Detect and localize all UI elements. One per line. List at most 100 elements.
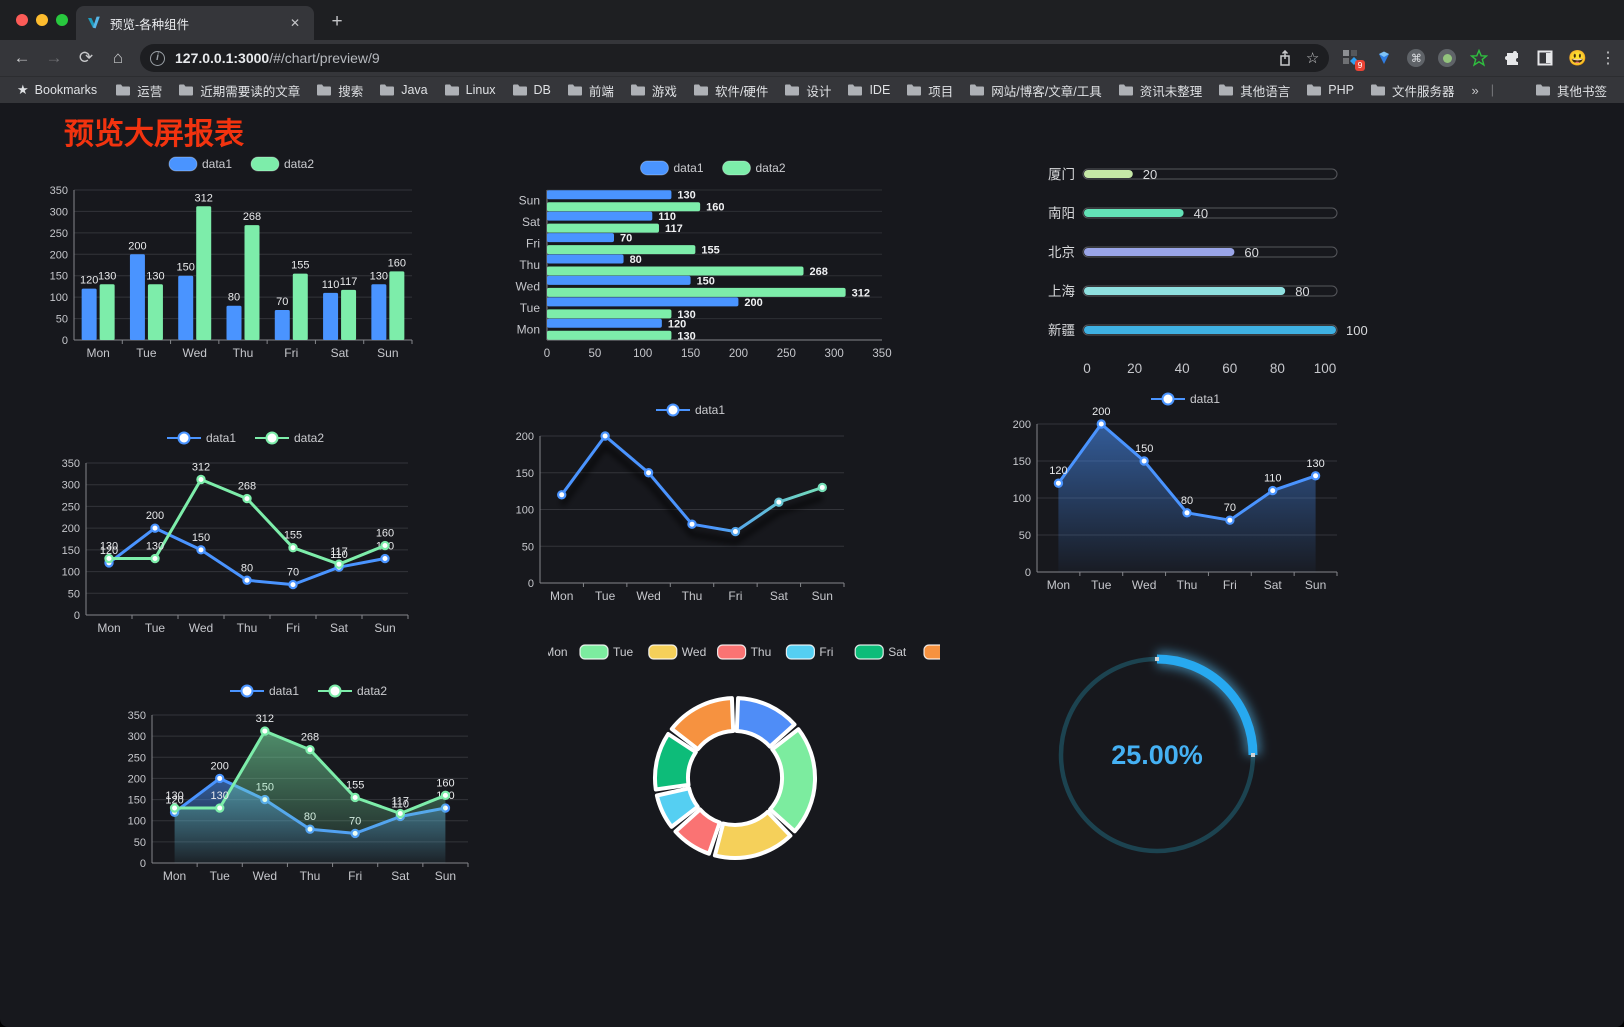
bookmark-folder[interactable]: Java: [372, 81, 434, 99]
bookmark-folder[interactable]: DB: [505, 81, 558, 99]
grouped-bar-chart[interactable]: data1 data2 0 50 100 150 200 250 300 350 Mon Tue Wed…: [40, 148, 425, 363]
url-host: 127.0.0.1:3000: [175, 50, 270, 66]
svg-text:Sun: Sun: [1305, 578, 1326, 592]
command-extension-icon[interactable]: ⌘: [1407, 49, 1426, 67]
bookmark-folder[interactable]: 前端: [560, 79, 621, 102]
share-icon[interactable]: [1278, 49, 1292, 67]
svg-text:100: 100: [633, 348, 652, 360]
tab-close-icon[interactable]: ✕: [289, 16, 300, 30]
folder-icon: [907, 84, 922, 96]
svg-text:160: 160: [376, 528, 394, 540]
svg-text:data1: data1: [202, 157, 232, 171]
bookmark-star-icon[interactable]: ☆: [1305, 50, 1320, 67]
svg-text:Fri: Fri: [819, 645, 833, 659]
bookmark-folder-label: Java: [401, 83, 428, 97]
bookmark-folder[interactable]: 资讯未整理: [1111, 79, 1210, 102]
folder-icon: [970, 84, 985, 96]
svg-text:150: 150: [50, 271, 68, 283]
svg-text:20: 20: [1143, 167, 1157, 182]
svg-text:Thu: Thu: [237, 621, 258, 635]
bookmark-folder[interactable]: 项目: [899, 79, 960, 102]
tampermonkey-extension-icon[interactable]: 9: [1341, 48, 1366, 71]
bookmark-folder[interactable]: Linux: [437, 81, 503, 99]
svg-text:0: 0: [1025, 567, 1031, 579]
svg-text:Wed: Wed: [516, 279, 540, 293]
svg-text:0: 0: [140, 858, 146, 870]
svg-text:130: 130: [1306, 458, 1324, 470]
gradient-line-chart[interactable]: data1 0 50 100 150 200 Mon Tue Wed Thu Fri Sat Sun: [492, 400, 870, 612]
svg-text:150: 150: [516, 468, 534, 480]
emoji-extension-icon[interactable]: 😃: [1568, 50, 1587, 67]
svg-text:Sat: Sat: [330, 621, 349, 635]
svg-text:268: 268: [243, 211, 261, 223]
bookmark-folder[interactable]: 文件服务器: [1363, 79, 1462, 102]
browser-menu-icon[interactable]: ⋮: [1600, 50, 1616, 67]
bookmark-folder[interactable]: IDE: [840, 81, 897, 99]
svg-text:data1: data1: [206, 431, 236, 445]
extensions-puzzle-icon[interactable]: [1502, 48, 1522, 68]
bookmark-folder[interactable]: 游戏: [623, 79, 684, 102]
svg-text:Sat: Sat: [1264, 578, 1283, 592]
bookmark-folder[interactable]: 其他语言: [1211, 79, 1297, 102]
url-text[interactable]: 127.0.0.1:3000/#/chart/preview/9: [175, 50, 380, 66]
svg-text:25.00%: 25.00%: [1111, 740, 1203, 770]
dual-line-chart[interactable]: data1 data2 0 50 100 150 200 250 300 350 Mon Tue Wed…: [40, 425, 422, 640]
svg-text:100: 100: [50, 292, 68, 304]
forward-icon[interactable]: →: [45, 48, 63, 67]
svg-text:70: 70: [287, 567, 299, 579]
svg-text:Mon: Mon: [1047, 578, 1070, 592]
evernote-star-extension-icon[interactable]: [1469, 48, 1489, 68]
folder-icon: [1118, 84, 1133, 96]
bookmark-folder-label: 资讯未整理: [1139, 84, 1203, 99]
svg-text:110: 110: [392, 798, 410, 810]
folder-icon: [317, 84, 332, 96]
bookmark-folder[interactable]: 搜索: [309, 79, 370, 102]
other-bookmarks-folder[interactable]: 其他书签: [1528, 79, 1614, 102]
gem-extension-icon[interactable]: [1374, 48, 1394, 68]
address-bar[interactable]: i 127.0.0.1:3000/#/chart/preview/9 ☆: [140, 44, 1330, 72]
svg-text:110: 110: [322, 279, 340, 291]
close-window-button[interactable]: [16, 14, 28, 26]
progress-gauge[interactable]: 25.00%: [1040, 640, 1276, 880]
other-bookmarks-label: 其他书签: [1556, 84, 1607, 99]
bookmark-folder[interactable]: 网站/博客/文章/工具: [962, 79, 1108, 102]
bookmark-folder[interactable]: 软件/硬件: [686, 79, 775, 102]
svg-text:80: 80: [630, 254, 642, 266]
area-line-chart[interactable]: data1 0 50 100 150 200 Mon Tue Wed Thu Fri Sat Sun 12…: [985, 390, 1351, 600]
page-info-icon[interactable]: i: [150, 50, 165, 66]
svg-text:Fri: Fri: [348, 869, 362, 883]
bookmark-folder[interactable]: 近期需要读的文章: [171, 79, 307, 102]
new-tab-button[interactable]: +: [331, 11, 343, 32]
svg-text:Fri: Fri: [286, 621, 300, 635]
minimize-window-button[interactable]: [36, 14, 48, 26]
bookmarks-manager[interactable]: ★ Bookmarks: [10, 80, 104, 100]
svg-text:北京: 北京: [1048, 245, 1075, 260]
fullscreen-window-button[interactable]: [56, 14, 68, 26]
svg-text:50: 50: [68, 588, 80, 600]
sidebar-toggle-icon[interactable]: [1535, 48, 1555, 68]
svg-text:0: 0: [62, 335, 68, 347]
bookmarks-overflow-icon[interactable]: »: [1471, 82, 1479, 98]
folder-icon: [1219, 84, 1234, 96]
svg-text:50: 50: [588, 348, 601, 360]
back-icon[interactable]: ←: [13, 48, 31, 67]
bookmark-folder[interactable]: 运营: [108, 79, 169, 102]
svg-text:南阳: 南阳: [1048, 206, 1075, 221]
horizontal-bar-chart[interactable]: data1 data2 0 50 100 150 200 250 300 350 Mon Tue Wed…: [505, 150, 897, 364]
svg-text:130: 130: [677, 309, 695, 321]
svg-text:200: 200: [128, 773, 146, 785]
bookmark-folder[interactable]: PHP: [1299, 81, 1361, 99]
recorder-extension-icon[interactable]: [1438, 49, 1457, 67]
reload-icon[interactable]: ⟳: [78, 48, 94, 67]
svg-text:268: 268: [238, 481, 256, 493]
svg-text:data2: data2: [756, 161, 786, 175]
bookmark-folder[interactable]: 设计: [777, 79, 838, 102]
progress-bar-chart[interactable]: 厦门 20 南阳 40 北京 60 上海 80 新疆 100 0 20 40 60 80 100: [995, 150, 1380, 385]
home-icon[interactable]: ⌂: [112, 48, 124, 67]
svg-text:Fri: Fri: [728, 589, 742, 603]
page-content: 预览大屏报表 data1 data2 0 50 100 150 200 250 300 350 Mo…: [0, 103, 1624, 1027]
browser-tab[interactable]: 预览-各种组件 ✕: [76, 6, 314, 40]
dual-area-chart[interactable]: data1 data2 0 50 100 150 200 250 300 350 Mon Tue Wed…: [100, 665, 480, 890]
svg-text:200: 200: [744, 297, 762, 309]
